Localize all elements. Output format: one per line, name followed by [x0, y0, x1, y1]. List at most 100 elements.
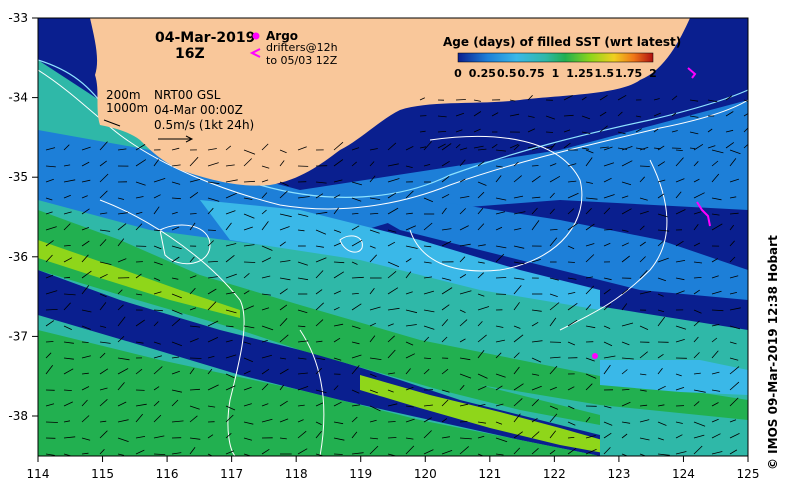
current-arrow — [333, 207, 340, 215]
current-arrow — [549, 430, 557, 439]
current-arrow — [725, 129, 734, 133]
current-arrow — [225, 450, 235, 455]
current-arrow — [315, 357, 326, 360]
current-arrow — [405, 309, 418, 314]
current-arrow — [707, 128, 713, 133]
current-arrow — [495, 403, 504, 407]
current-arrow — [693, 320, 700, 327]
current-arrow — [473, 145, 484, 149]
current-arrow — [639, 165, 650, 167]
current-arrow — [189, 213, 197, 215]
current-arrow — [531, 175, 541, 183]
current-arrow — [711, 149, 724, 154]
current-arrow — [639, 241, 646, 247]
current-arrow — [171, 147, 180, 151]
current-arrow — [477, 191, 485, 199]
current-arrow — [711, 290, 722, 295]
current-arrow — [297, 261, 308, 266]
current-arrow — [117, 223, 127, 231]
current-arrow — [477, 161, 485, 167]
current-arrow — [369, 322, 377, 327]
current-arrow — [99, 341, 111, 344]
x-tick-label: 119 — [349, 467, 372, 481]
current-arrow — [315, 229, 327, 235]
current-arrow — [279, 384, 285, 391]
current-arrow — [207, 276, 218, 279]
current-arrow — [549, 293, 558, 297]
current-arrow — [207, 181, 220, 185]
current-arrow — [545, 115, 556, 120]
current-arrow — [189, 388, 201, 391]
current-arrow — [189, 191, 199, 199]
current-arrow — [81, 341, 89, 343]
current-arrow — [513, 211, 526, 215]
current-arrow — [693, 261, 703, 264]
current-arrow — [153, 159, 160, 167]
age-band-blue-2 — [330, 190, 748, 300]
current-arrow — [135, 181, 146, 186]
current-arrow — [351, 404, 360, 407]
current-arrow — [81, 355, 91, 359]
current-arrow — [729, 212, 739, 215]
current-arrow — [63, 293, 76, 296]
current-arrow — [297, 430, 307, 439]
current-arrow — [729, 325, 741, 330]
current-arrow — [585, 243, 595, 247]
current-arrow — [387, 437, 397, 439]
current-arrow — [243, 149, 256, 155]
current-arrow — [549, 449, 556, 455]
current-arrow — [675, 290, 685, 295]
current-arrow — [585, 208, 592, 215]
current-arrow — [387, 241, 396, 247]
current-arrow — [567, 222, 578, 231]
current-arrow — [81, 452, 89, 455]
current-arrow — [621, 322, 634, 327]
current-arrow — [441, 277, 452, 281]
current-arrow — [711, 337, 718, 343]
current-arrow — [207, 240, 214, 247]
contour-legend-line — [103, 119, 121, 127]
current-arrow — [297, 357, 307, 360]
current-arrow — [437, 115, 447, 118]
current-arrow — [675, 157, 684, 167]
current-arrow — [333, 437, 345, 441]
current-arrow — [725, 111, 734, 117]
current-arrow — [63, 144, 70, 151]
current-arrow — [495, 149, 506, 152]
current-arrow — [153, 261, 163, 266]
current-arrow — [153, 245, 162, 250]
current-arrow — [387, 403, 398, 407]
current-arrow — [563, 114, 574, 117]
current-arrow — [639, 389, 647, 392]
current-arrow — [621, 341, 630, 346]
current-arrow — [423, 404, 433, 407]
current-vectors — [45, 94, 748, 456]
current-arrow — [243, 290, 250, 295]
current-arrow — [153, 386, 160, 391]
current-arrow — [261, 418, 273, 423]
current-arrow — [117, 238, 125, 247]
current-arrow — [567, 405, 575, 410]
current-arrow — [621, 242, 629, 247]
current-arrow — [603, 405, 612, 409]
current-arrow — [603, 229, 613, 231]
current-arrow — [117, 258, 127, 263]
y-tick-label: -33 — [8, 11, 28, 25]
current-arrow — [639, 373, 647, 376]
current-arrow — [473, 128, 481, 133]
current-arrow — [243, 197, 253, 200]
current-arrow — [603, 277, 612, 281]
current-arrow — [639, 146, 649, 151]
current-arrow — [405, 225, 416, 231]
current-arrow — [351, 354, 362, 359]
current-arrow — [153, 366, 163, 375]
current-arrow — [405, 324, 417, 327]
current-arrow — [621, 208, 632, 215]
current-arrow — [729, 178, 740, 183]
scale-arrow-head — [185, 135, 194, 143]
current-arrow — [243, 325, 255, 329]
current-arrow — [243, 272, 250, 279]
current-arrow — [225, 385, 236, 391]
current-arrow — [693, 421, 706, 427]
current-arrow — [189, 287, 196, 295]
